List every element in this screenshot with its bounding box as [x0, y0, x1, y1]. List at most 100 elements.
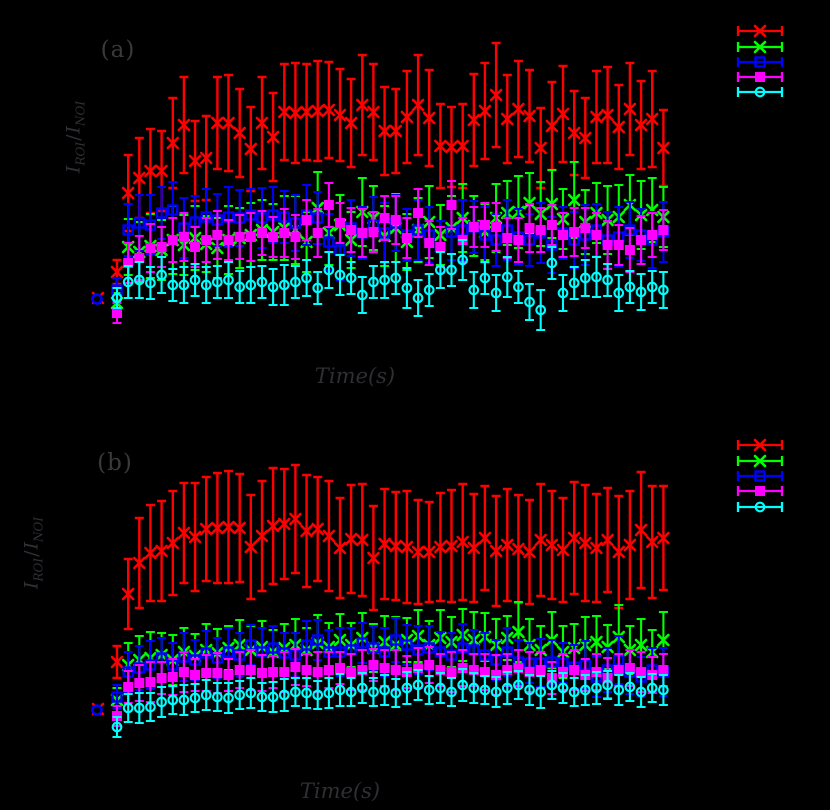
legend-marker-red-x [753, 438, 767, 452]
marker-magenta-filled-square [279, 667, 290, 677]
marker-magenta-filled-square [602, 240, 613, 250]
marker-magenta-filled-square [212, 230, 223, 240]
marker-cyan-open-circle [234, 689, 245, 701]
marker-cyan-open-circle [323, 687, 335, 699]
marker-cyan-open-circle [423, 684, 435, 696]
marker-magenta-filled-square [167, 235, 178, 245]
marker-cyan-open-circle [234, 281, 245, 293]
marker-magenta-filled-square [112, 308, 122, 318]
marker-cyan-open-circle [212, 276, 223, 288]
marker-magenta-filled-square [468, 665, 479, 675]
marker-cyan-open-circle [401, 682, 413, 694]
marker-cyan-open-circle [301, 272, 312, 284]
marker-red-x [222, 116, 235, 130]
marker-magenta-filled-square [357, 228, 368, 238]
marker-red-x [634, 118, 648, 132]
marker-red-x [356, 533, 369, 547]
marker-red-x [400, 110, 414, 124]
legend-entry-blue-open-square [736, 470, 784, 482]
marker-red-x [233, 126, 246, 140]
legend-marker-magenta-filled-square [755, 72, 765, 82]
marker-cyan-open-circle [379, 684, 390, 696]
marker-magenta-filled-square [491, 222, 502, 232]
marker-red-x [133, 171, 146, 185]
marker-magenta-filled-square [245, 665, 256, 675]
marker-red-x [177, 118, 191, 132]
marker-cyan-open-circle [557, 287, 569, 299]
marker-cyan-open-circle [278, 279, 290, 291]
marker-red-x [199, 151, 213, 165]
marker-magenta-filled-square [178, 232, 189, 242]
legend-marker-cyan-open-circle [754, 86, 766, 98]
marker-red-x [422, 111, 436, 125]
marker-cyan-open-circle [156, 269, 167, 281]
marker-magenta-filled-square [446, 200, 457, 210]
marker-cyan-open-circle [568, 686, 580, 698]
marker-magenta-filled-square [591, 230, 602, 240]
marker-blue-open-square [222, 646, 235, 658]
legend-marker-blue-open-square [754, 470, 766, 482]
marker-red-x [322, 103, 336, 117]
marker-red-x [266, 130, 280, 144]
marker-magenta-filled-square [424, 238, 435, 248]
marker-magenta-filled-square [301, 215, 312, 225]
marker-blue-open-square [267, 642, 279, 654]
marker-blue-open-square [167, 204, 179, 216]
marker-magenta-filled-square [569, 665, 580, 675]
marker-red-x [445, 140, 458, 154]
marker-cyan-open-circle [111, 721, 123, 733]
legend-errorbar-sample [736, 57, 784, 67]
marker-red-x [456, 535, 469, 549]
marker-red-x [144, 546, 157, 560]
marker-magenta-filled-square [390, 215, 401, 225]
marker-red-x [188, 154, 202, 168]
marker-magenta-filled-square [379, 213, 390, 223]
marker-magenta-filled-square [636, 235, 647, 245]
marker-magenta-filled-square [312, 228, 323, 238]
marker-red-x [389, 124, 403, 138]
marker-red-x [411, 98, 425, 112]
marker-magenta-filled-square [446, 667, 457, 677]
marker-cyan-open-circle [501, 682, 513, 694]
marker-magenta-filled-square [145, 243, 156, 253]
marker-green-x [590, 635, 603, 649]
marker-cyan-open-circle [189, 692, 201, 704]
marker-cyan-open-circle [501, 271, 513, 283]
panel-a-label: (a) [100, 37, 136, 63]
legend-entry-cyan-open-circle [736, 501, 784, 513]
marker-cyan-open-circle [111, 292, 123, 304]
overlap-blue-circle [91, 293, 103, 305]
marker-cyan-open-circle [412, 292, 424, 304]
marker-blue-open-square [133, 217, 146, 229]
marker-cyan-open-circle [156, 696, 167, 708]
marker-red-x [478, 104, 492, 118]
marker-cyan-open-circle [267, 691, 279, 703]
marker-cyan-open-circle [646, 682, 658, 694]
marker-magenta-filled-square [178, 667, 189, 677]
marker-red-x [300, 524, 313, 538]
marker-red-x [110, 265, 124, 279]
marker-magenta-filled-square [134, 253, 145, 263]
marker-cyan-open-circle [524, 296, 535, 308]
panel-a-xlabel: Time(s) [314, 364, 396, 388]
legend-errorbar-sample [736, 87, 784, 97]
marker-red-x [612, 545, 626, 559]
marker-red-x [512, 542, 525, 556]
ylabel-I-roi: I [62, 165, 85, 174]
marker-red-x [289, 106, 302, 120]
marker-magenta-filled-square [390, 665, 401, 675]
marker-magenta-filled-square [201, 235, 212, 245]
marker-cyan-open-circle [579, 684, 591, 696]
marker-cyan-open-circle [323, 264, 335, 276]
marker-red-x [645, 535, 659, 549]
marker-cyan-open-circle [646, 281, 658, 293]
marker-red-x [233, 521, 246, 535]
marker-red-x [456, 139, 469, 153]
marker-cyan-open-circle [446, 686, 457, 698]
marker-cyan-open-circle [513, 281, 524, 293]
marker-cyan-open-circle [245, 279, 257, 291]
marker-magenta-filled-square [647, 230, 658, 240]
marker-blue-open-square [401, 639, 413, 651]
